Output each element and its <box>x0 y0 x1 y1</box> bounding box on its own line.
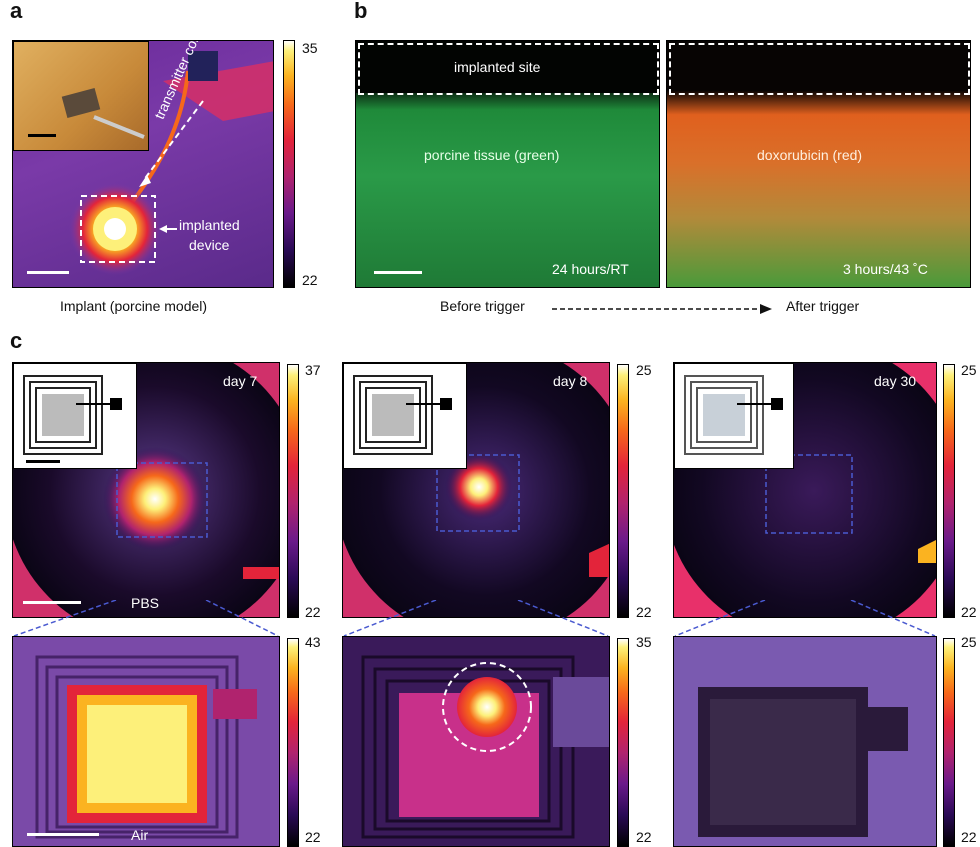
panel-a-colorbar <box>283 40 295 288</box>
panel-a-thermal-image: transmitter coil implanted device <box>12 40 274 288</box>
day8-thermal-image: day 8 <box>342 362 610 618</box>
zoom-connectors <box>13 600 936 637</box>
panel-b-letter: b <box>354 0 368 23</box>
panel-a-colorbar-min: 22 <box>302 272 318 288</box>
day7-label: day 7 <box>223 373 258 389</box>
panel-a-photo-inset <box>13 41 149 151</box>
day7-zoom-colorbar-max: 43 <box>305 634 321 650</box>
day8-colorbar-max: 25 <box>636 362 652 378</box>
day7-colorbar <box>287 364 299 618</box>
implanted-device-label-line1: implanted <box>179 217 240 233</box>
day8-zoom-colorbar-max: 35 <box>636 634 652 650</box>
day7-zoom-image: Air <box>12 636 280 847</box>
panel-a-scale-bar <box>27 271 69 274</box>
panel-a-thermal-svg <box>69 51 273 275</box>
before-trigger-label: Before trigger <box>440 298 525 314</box>
day30-colorbar-max: 25 <box>961 362 977 378</box>
porcine-tissue-label: porcine tissue (green) <box>424 147 560 163</box>
after-trigger-label: After trigger <box>786 298 860 314</box>
day7-zoom-colorbar-min: 22 <box>305 829 321 845</box>
day8-zoom-colorbar-min: 22 <box>636 829 652 845</box>
panel-b-after-image: doxorubicin (red) 3 hours/43 ˚C <box>666 40 971 288</box>
day30-zoom-colorbar-min: 22 <box>961 829 977 845</box>
day7-coil-photo-inset <box>13 363 137 469</box>
trigger-arrow <box>552 304 772 314</box>
panel-a-colorbar-max: 35 <box>302 40 318 56</box>
day8-zoom-colorbar <box>617 638 629 847</box>
implanted-device-label-line2: device <box>189 237 230 253</box>
day30-label: day 30 <box>874 373 917 389</box>
doxorubicin-label: doxorubicin (red) <box>757 147 863 163</box>
day8-colorbar <box>617 364 629 618</box>
day30-zoom-image <box>673 636 937 847</box>
day30-colorbar-min: 22 <box>961 604 977 620</box>
pbs-label: PBS <box>131 595 160 611</box>
day7-thermal-image: day 7 PBS <box>12 362 280 618</box>
day7-colorbar-max: 37 <box>305 362 321 378</box>
panel-a-caption: Implant (porcine model) <box>60 298 208 314</box>
day30-thermal-image: day 30 <box>673 362 937 618</box>
day30-coil-photo-inset <box>674 363 794 469</box>
panel-b-before-image: implanted site porcine tissue (green) 24… <box>355 40 660 288</box>
day8-zoom-image <box>342 636 610 847</box>
day8-label: day 8 <box>553 373 588 389</box>
panel-c-letter: c <box>10 328 23 353</box>
day8-coil-photo-inset <box>343 363 467 469</box>
air-label: Air <box>131 827 149 843</box>
day30-zoom-colorbar <box>943 638 955 847</box>
before-time-label: 24 hours/RT <box>552 261 629 277</box>
after-time-label: 3 hours/43 ˚C <box>843 261 928 277</box>
day30-colorbar <box>943 364 955 618</box>
day7-zoom-colorbar <box>287 638 299 847</box>
panel-a-letter: a <box>10 0 23 23</box>
panel-b-scale-bar <box>374 271 422 274</box>
day7-colorbar-min: 22 <box>305 604 321 620</box>
day30-zoom-colorbar-max: 25 <box>961 634 977 650</box>
day8-colorbar-min: 22 <box>636 604 652 620</box>
implanted-site-label: implanted site <box>454 59 541 75</box>
